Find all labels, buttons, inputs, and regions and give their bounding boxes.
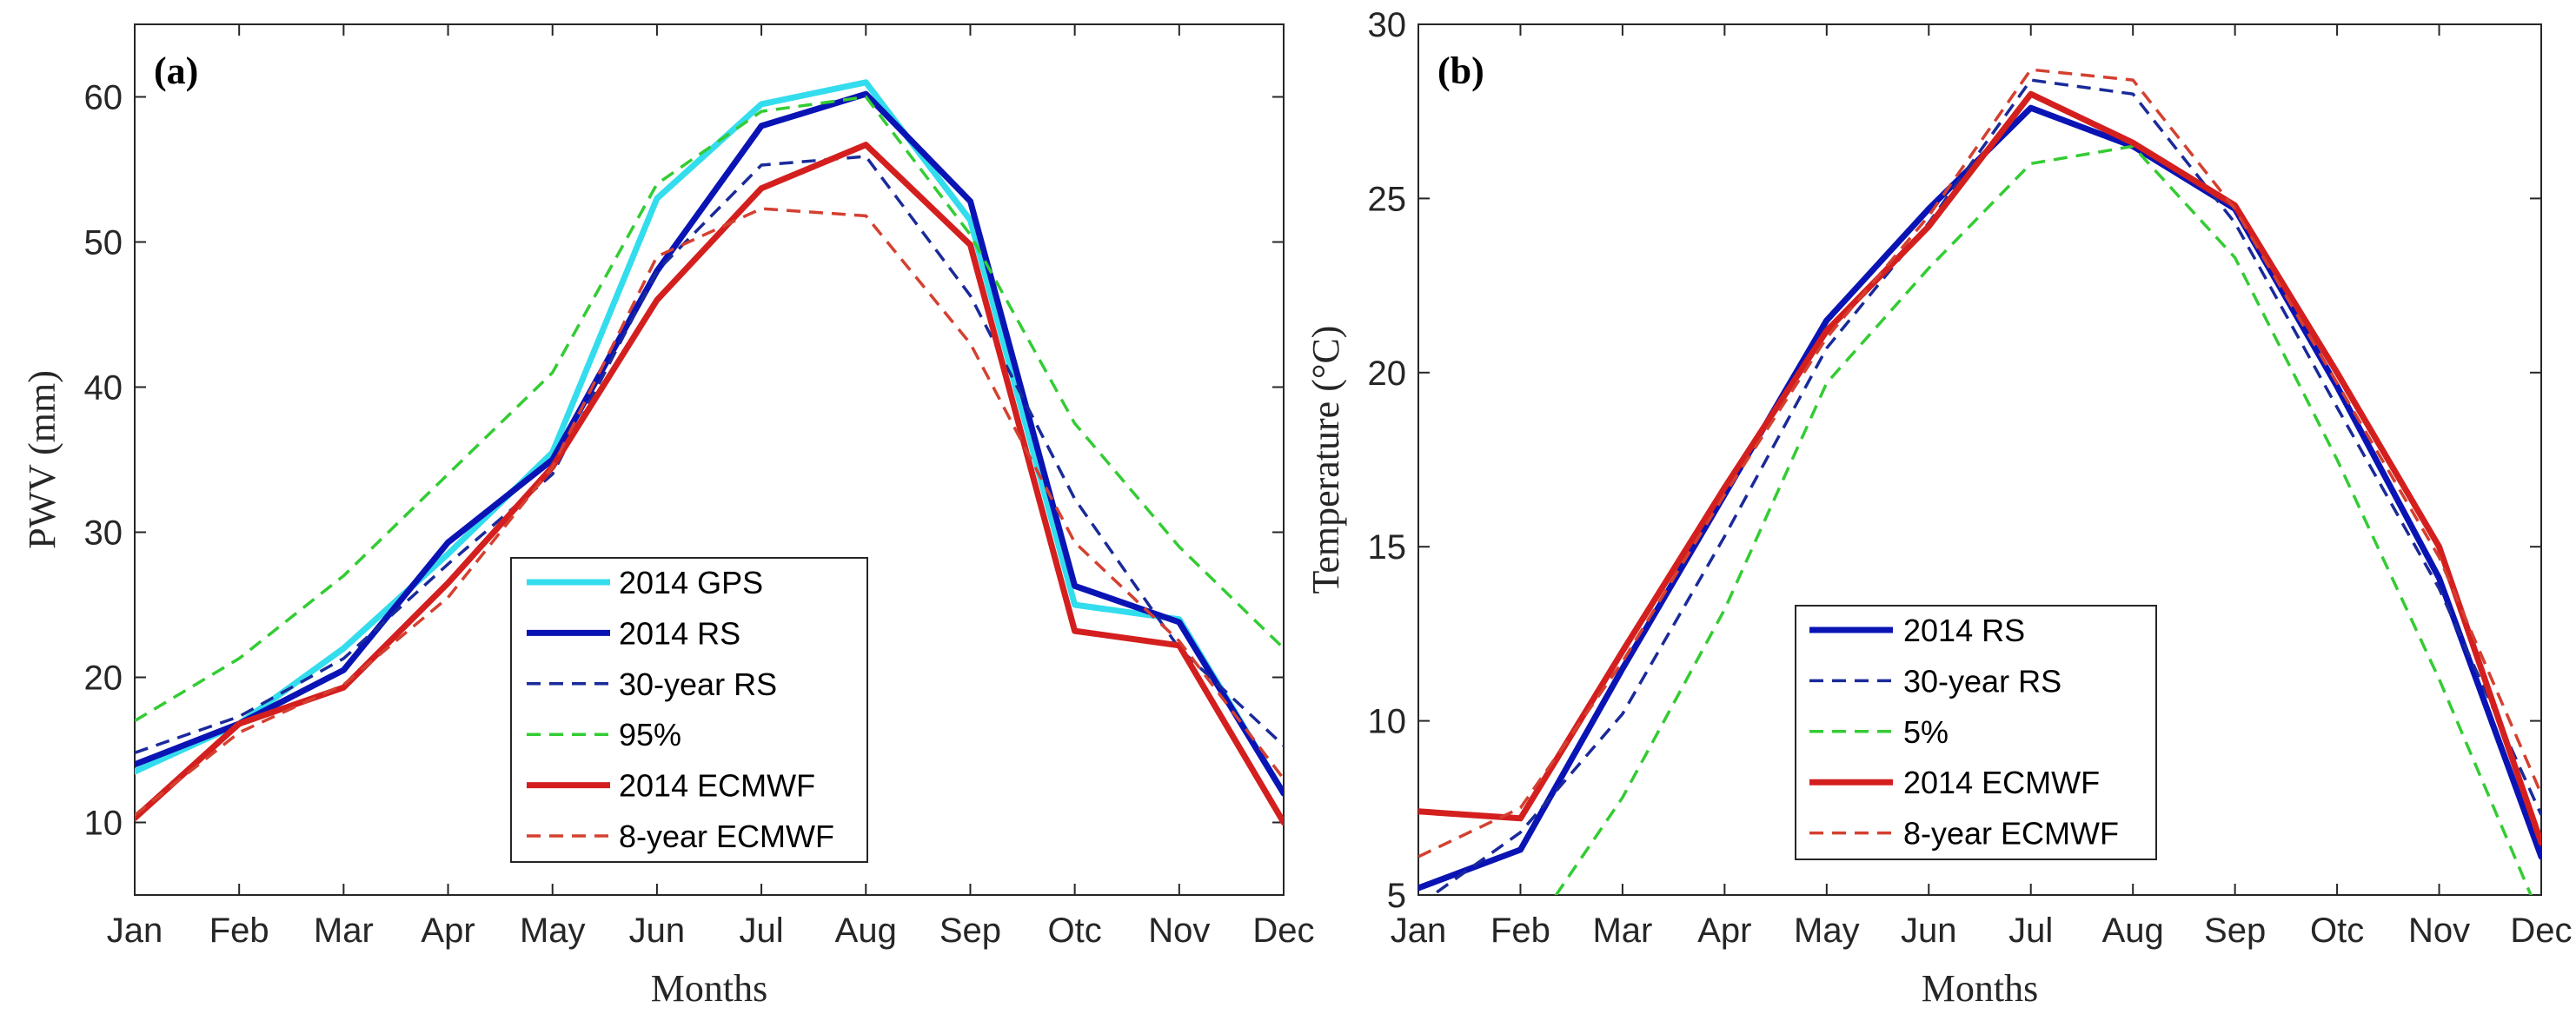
x-tick-label: Otc (2310, 912, 2364, 950)
x-tick-label: Jul (2008, 912, 2053, 950)
x-tick-label: Feb (1490, 912, 1550, 950)
y-tick-label: 60 (84, 79, 123, 117)
series-line-2014-gps (135, 79, 1284, 797)
y-tick-label: 15 (1368, 528, 1407, 567)
series-group (135, 79, 1284, 825)
x-tick-label: Jan (107, 912, 163, 950)
x-tick-label: May (1794, 912, 1860, 950)
legend-entry-label: 5% (1903, 714, 1949, 750)
x-tick-label: Jan (1391, 912, 1447, 950)
series-group (1418, 68, 2541, 895)
y-axis-label: PWV (mm) (21, 370, 63, 549)
y-tick-label: 10 (1368, 703, 1407, 741)
x-tick-label: Dec (2510, 912, 2572, 950)
x-tick-label: Jun (1901, 912, 1957, 950)
x-tick-label: Nov (2408, 912, 2470, 950)
x-axis-label: Months (651, 967, 767, 1010)
series-line-30-year-rs (1430, 78, 2541, 895)
legend-box (510, 557, 868, 863)
x-tick-label: Sep (2204, 912, 2266, 950)
series-line-30-year-rs (135, 155, 1284, 754)
x-tick-label: May (520, 912, 586, 950)
series-line-8-year-ecmwf (1418, 68, 2541, 859)
x-tick-label: Mar (1592, 912, 1652, 950)
legend-entry-label: 95% (619, 717, 681, 752)
x-tick-label: Feb (209, 912, 269, 950)
x-tick-label: Mar (314, 912, 374, 950)
y-tick-label: 5 (1387, 877, 1406, 915)
y-tick-label: 30 (1368, 6, 1407, 44)
x-tick-label: Dec (1252, 912, 1314, 950)
panel-label: (a) (154, 50, 198, 92)
series-line-2014-rs (135, 90, 1284, 797)
chart-panel-b: Jan Feb Mar Apr May Jun Jul Aug Sep Otc Nov Dec 5 10 1… (1305, 6, 2573, 1010)
legend-entry-label: 30-year RS (1903, 663, 2061, 699)
legend-entry-label: 8-year ECMWF (1903, 816, 2119, 852)
series-line-95 (135, 95, 1284, 723)
series-line-8-year-ecmwf (135, 207, 1284, 817)
y-tick-label: 30 (84, 514, 123, 553)
y-tick-label: 10 (84, 805, 123, 843)
x-tick-label: Apr (1697, 912, 1751, 950)
legend-entry-label: 8-year ECMWF (619, 819, 834, 854)
y-tick-label: 20 (1368, 355, 1407, 393)
y-tick-label: 20 (84, 660, 123, 698)
legend-entry-label: 2014 RS (619, 615, 740, 651)
x-tick-label: Otc (1048, 912, 1102, 950)
x-tick-label: Jul (740, 912, 784, 950)
x-tick-label: Sep (939, 912, 1001, 950)
x-tick-label: Nov (1148, 912, 1210, 950)
y-axis-label: Temperature (°C) (1305, 326, 1347, 594)
x-tick-label: Jun (629, 912, 686, 950)
legend-entry-label: 2014 RS (1903, 613, 2025, 648)
legend-entry-label: 2014 ECMWF (1903, 765, 2100, 800)
panel-label: (b) (1437, 50, 1484, 92)
series-line-2014-ecmwf (1418, 90, 2541, 846)
legend: 2014 RS 30-year RS 5% 2014 ECMWF 8-year ECMW… (1795, 605, 2157, 860)
x-tick-label: Aug (2102, 912, 2164, 950)
y-tick-label: 50 (84, 224, 123, 262)
chart-panel-a: Jan Feb Mar Apr May Jun Jul Aug Sep Otc Nov Dec 10 20… (21, 23, 1315, 1010)
legend: 2014 GPS 2014 RS 30-year RS 95% 2014 ECMWF 8-… (510, 557, 868, 863)
x-tick-label: Apr (421, 912, 475, 950)
series-line-5 (1554, 144, 2533, 895)
x-axis-label: Months (1922, 967, 2038, 1010)
legend-entry-label: 30-year RS (619, 666, 777, 702)
legend-entry-label: 2014 GPS (619, 565, 763, 600)
legend-entry-label: 2014 ECMWF (619, 768, 815, 804)
y-tick-label: 40 (84, 369, 123, 408)
y-tick-label: 25 (1368, 180, 1407, 218)
x-tick-label: Aug (835, 912, 897, 950)
